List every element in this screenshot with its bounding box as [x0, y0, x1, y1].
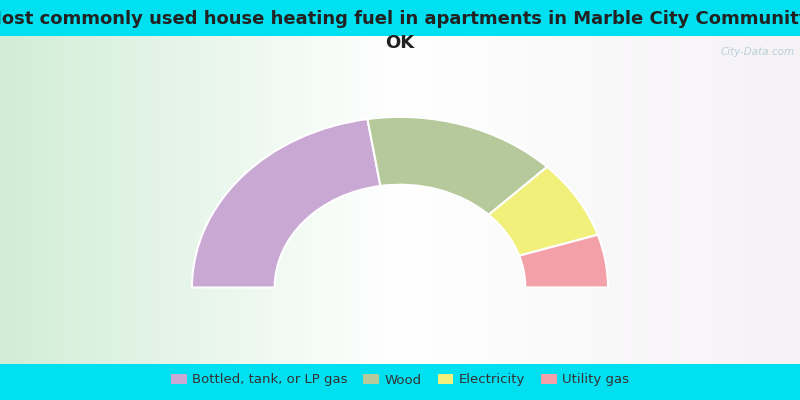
Wedge shape [489, 167, 598, 256]
Wedge shape [192, 119, 380, 288]
Wedge shape [367, 117, 547, 215]
Text: Most commonly used house heating fuel in apartments in Marble City Community,
OK: Most commonly used house heating fuel in… [0, 10, 800, 52]
Legend: Bottled, tank, or LP gas, Wood, Electricity, Utility gas: Bottled, tank, or LP gas, Wood, Electric… [166, 368, 634, 392]
Text: City-Data.com: City-Data.com [721, 47, 794, 57]
Wedge shape [519, 235, 608, 288]
